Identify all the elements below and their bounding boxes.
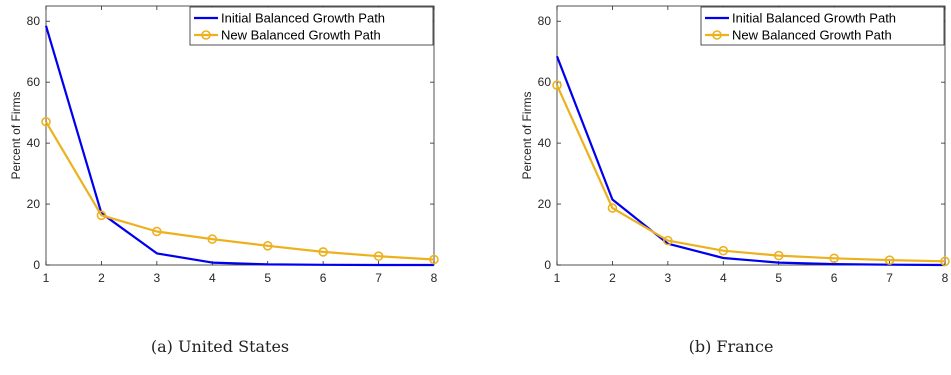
x-tick-label: 8 bbox=[942, 271, 949, 285]
data-point-marker bbox=[718, 245, 729, 256]
data-point-marker bbox=[607, 203, 618, 213]
x-tick-label: 1 bbox=[554, 271, 561, 285]
data-point-marker bbox=[318, 247, 328, 257]
y-axis-label: Percent of Firms bbox=[520, 91, 534, 179]
series-line-1 bbox=[44, 25, 434, 267]
x-tick-label: 3 bbox=[665, 271, 672, 285]
y-tick-label: 40 bbox=[27, 136, 41, 150]
data-point-marker bbox=[262, 241, 273, 251]
data-point-marker bbox=[829, 253, 839, 264]
legend-label-1: Initial Balanced Growth Path bbox=[732, 11, 896, 26]
legend-label-2: New Balanced Growth Path bbox=[732, 28, 892, 43]
y-tick-label: 0 bbox=[544, 258, 551, 272]
figure-caption-a: (a) United States bbox=[150, 337, 290, 356]
legend-marker-2 bbox=[201, 30, 211, 40]
legend-box bbox=[700, 6, 945, 46]
data-point-marker bbox=[663, 235, 673, 246]
x-tick-label: 4 bbox=[720, 271, 727, 285]
x-tick-label: 5 bbox=[775, 271, 782, 285]
y-tick-label: 20 bbox=[538, 197, 552, 211]
data-point-marker bbox=[207, 234, 218, 244]
data-point-marker bbox=[429, 254, 439, 265]
x-tick-label: 1 bbox=[43, 271, 50, 285]
data-point-marker bbox=[373, 251, 384, 261]
legend-marker-2 bbox=[712, 30, 722, 40]
figure-panel-b: 1 2 3 4 5 6 7 8 0 20 40 60 80 Percent of Firms Initial… bbox=[511, 0, 951, 375]
series-line-2 bbox=[555, 84, 946, 263]
data-point-marker bbox=[41, 116, 51, 127]
x-tick-label: 2 bbox=[609, 271, 616, 285]
figure-caption-b: (b) France bbox=[688, 337, 774, 356]
y-tick-label: 20 bbox=[27, 197, 41, 211]
x-tick-label: 6 bbox=[320, 271, 327, 285]
y-tick-label: 60 bbox=[538, 75, 552, 89]
y-tick-label: 40 bbox=[538, 136, 552, 150]
x-tick-label: 6 bbox=[831, 271, 838, 285]
data-point-marker bbox=[884, 255, 895, 265]
x-tick-label: 7 bbox=[886, 271, 893, 285]
data-point-marker bbox=[940, 256, 950, 267]
plot-area bbox=[556, 5, 946, 266]
x-tick-label: 7 bbox=[375, 271, 382, 285]
y-tick-label: 80 bbox=[27, 14, 41, 28]
legend-label-1: Initial Balanced Growth Path bbox=[221, 11, 385, 26]
x-tick-label: 3 bbox=[154, 271, 161, 285]
figure-panel-a: 1 2 3 4 5 6 7 8 0 20 40 60 80 Percent of Firms Initial… bbox=[0, 0, 440, 375]
x-tick-label: 8 bbox=[431, 271, 438, 285]
series-line-1 bbox=[555, 55, 946, 267]
plot-area bbox=[45, 5, 435, 266]
data-point-marker bbox=[152, 226, 162, 237]
series-line-2 bbox=[45, 121, 435, 261]
x-tick-label: 2 bbox=[98, 271, 105, 285]
y-tick-label: 60 bbox=[27, 75, 41, 89]
legend-label-2: New Balanced Growth Path bbox=[221, 28, 381, 43]
data-point-marker bbox=[96, 210, 107, 221]
x-tick-label: 4 bbox=[209, 271, 216, 285]
legend-box bbox=[189, 6, 434, 46]
x-tick-label: 5 bbox=[264, 271, 271, 285]
y-tick-label: 0 bbox=[33, 258, 40, 272]
y-axis-label: Percent of Firms bbox=[9, 91, 23, 179]
y-tick-label: 80 bbox=[538, 14, 552, 28]
data-point-marker bbox=[552, 80, 562, 91]
data-point-marker bbox=[773, 250, 784, 261]
